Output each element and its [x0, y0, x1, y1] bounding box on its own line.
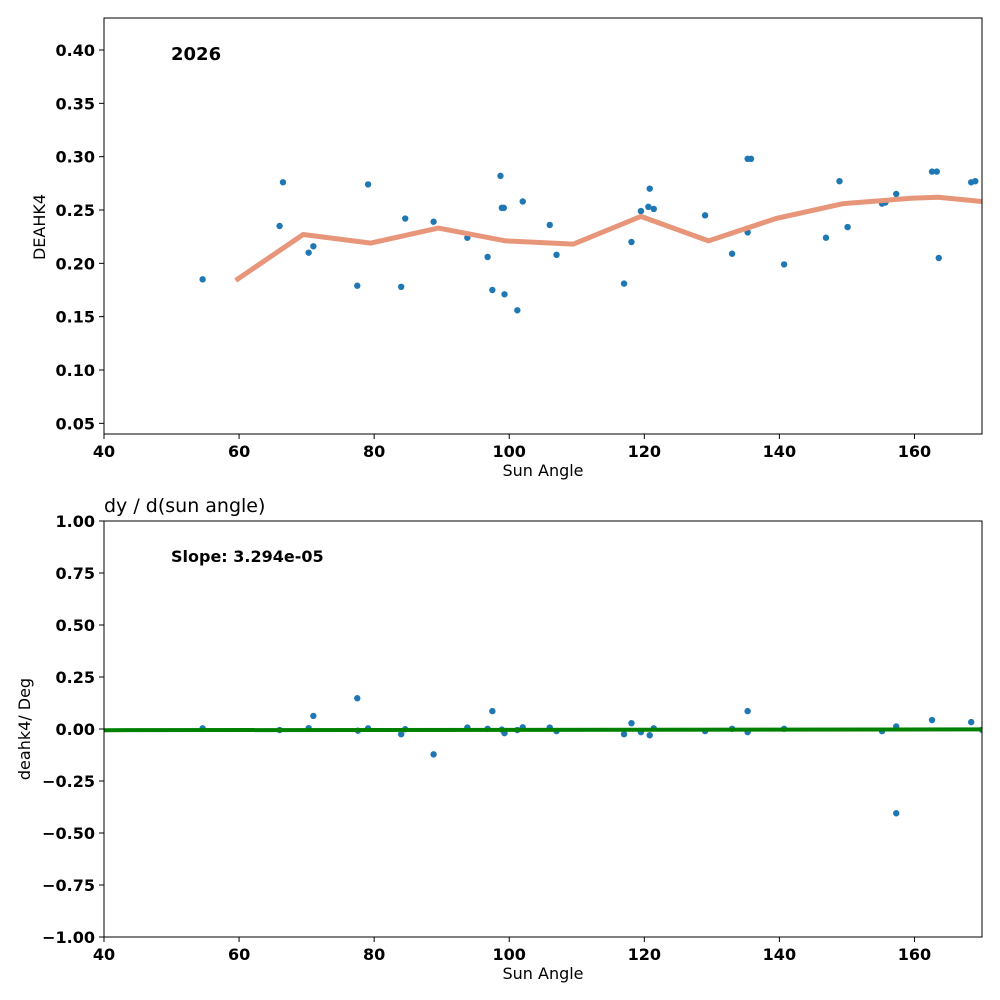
top-data-point	[628, 238, 635, 246]
bottom-data-point	[354, 695, 361, 702]
top-data-point	[780, 261, 788, 268]
bottom-y-tick-label: 0.50	[56, 616, 95, 635]
top-data-point	[489, 286, 496, 294]
top-data-point	[935, 254, 942, 262]
top-data-point	[276, 222, 283, 230]
top-data-point	[484, 253, 491, 261]
bottom-x-tick-label: 40	[93, 945, 115, 964]
bottom-y-tick-label: 0.00	[56, 720, 95, 739]
top-data-point	[310, 243, 317, 250]
top-trend-line	[234, 194, 982, 283]
top-data-point	[519, 198, 526, 205]
top-data-point	[430, 218, 437, 225]
bottom-data-point	[310, 712, 317, 720]
bottom-y-tick-label: 0.25	[56, 668, 95, 687]
bottom-y-tick-label: −0.25	[42, 772, 95, 791]
top-y-tick-label: 0.40	[56, 41, 95, 60]
top-data-point	[972, 178, 979, 185]
top-annotation: 2026	[171, 44, 221, 65]
top-y-tick-label: 0.25	[56, 201, 95, 220]
top-x-tick-label: 40	[93, 442, 115, 461]
bottom-x-tick-label: 80	[363, 945, 385, 964]
top-data-point	[933, 168, 940, 175]
bottom-data-point	[967, 718, 975, 726]
bottom-data-point	[430, 751, 437, 758]
bottom-x-tick-label: 160	[898, 945, 931, 964]
top-axes-frame	[103, 17, 983, 435]
bottom-y-tick-label: −0.75	[42, 876, 95, 895]
top-data-point	[364, 181, 372, 188]
top-x-tick-label: 80	[363, 442, 385, 461]
top-data-point	[701, 212, 709, 219]
bottom-x-axis-label: Sun Angle	[502, 964, 583, 983]
top-y-axis-label: DEAHK4	[30, 194, 49, 260]
top-data-point	[893, 190, 900, 198]
bottom-title: dy / d(sun angle)	[104, 495, 265, 517]
top-data-point	[928, 168, 936, 175]
top-data-point	[822, 234, 830, 241]
bottom-data-point	[928, 716, 936, 724]
top-data-point	[514, 307, 521, 314]
top-y-tick-label: 0.05	[56, 414, 95, 433]
top-x-tick-label: 100	[493, 442, 526, 461]
top-data-point	[354, 282, 361, 289]
bottom-plot-area	[104, 695, 982, 817]
top-data-point	[637, 207, 645, 215]
top-y-tick-label: 0.15	[56, 308, 95, 327]
bottom-data-point	[489, 707, 496, 715]
top-data-point	[279, 179, 287, 186]
top-y-tick-label: 0.30	[56, 148, 95, 167]
top-panel: 2026 Sun Angle DEAHK4 40 60 80 100 120 140 160…	[30, 17, 983, 480]
top-data-point	[620, 280, 628, 287]
top-data-point	[199, 276, 206, 283]
bottom-y-tick-label: 0.75	[56, 564, 95, 583]
top-data-point	[728, 250, 736, 257]
top-data-point	[402, 215, 409, 222]
top-x-tick-label: 160	[898, 442, 931, 461]
top-data-point	[645, 203, 652, 210]
top-x-axis-label: Sun Angle	[502, 461, 583, 480]
top-data-point	[844, 223, 851, 231]
bottom-fit-line	[104, 727, 982, 733]
top-y-tick-label: 0.35	[56, 94, 95, 113]
top-y-tick-label: 0.10	[56, 361, 95, 380]
bottom-y-tick-label: −1.00	[42, 928, 95, 947]
bottom-data-point	[893, 810, 900, 817]
top-data-point	[305, 249, 312, 256]
bottom-data-point	[646, 732, 653, 739]
top-data-point	[747, 155, 755, 162]
top-data-point	[497, 172, 504, 180]
top-data-point	[546, 221, 553, 229]
top-x-tick-label: 120	[628, 442, 661, 461]
bottom-y-tick-label: 1.00	[56, 512, 95, 531]
bottom-y-tick-label: −0.50	[42, 824, 95, 843]
bottom-x-tick-label: 60	[228, 945, 250, 964]
top-y-tick-label: 0.20	[56, 254, 95, 273]
bottom-x-tick-label: 120	[628, 945, 661, 964]
bottom-panel: dy / d(sun angle) Slope: 3.294e-05 Sun A…	[15, 495, 983, 983]
top-data-point	[500, 204, 508, 212]
bottom-x-tick-label: 140	[763, 945, 796, 964]
top-data-point	[650, 205, 657, 213]
top-data-point	[397, 283, 405, 290]
top-data-point	[836, 178, 843, 185]
bottom-data-point	[620, 731, 628, 738]
bottom-data-point	[628, 719, 635, 727]
top-plot-area	[199, 155, 982, 314]
top-x-tick-label: 140	[763, 442, 796, 461]
bottom-x-tick-label: 100	[493, 945, 526, 964]
top-data-point	[553, 251, 560, 258]
bottom-data-point	[744, 707, 751, 715]
top-data-point	[646, 185, 653, 192]
top-x-tick-label: 60	[228, 442, 250, 461]
bottom-data-point	[397, 731, 405, 738]
top-data-point	[501, 291, 508, 298]
bottom-y-axis-label: deahk4/ Deg	[15, 678, 34, 780]
bottom-annotation: Slope: 3.294e-05	[171, 547, 324, 566]
